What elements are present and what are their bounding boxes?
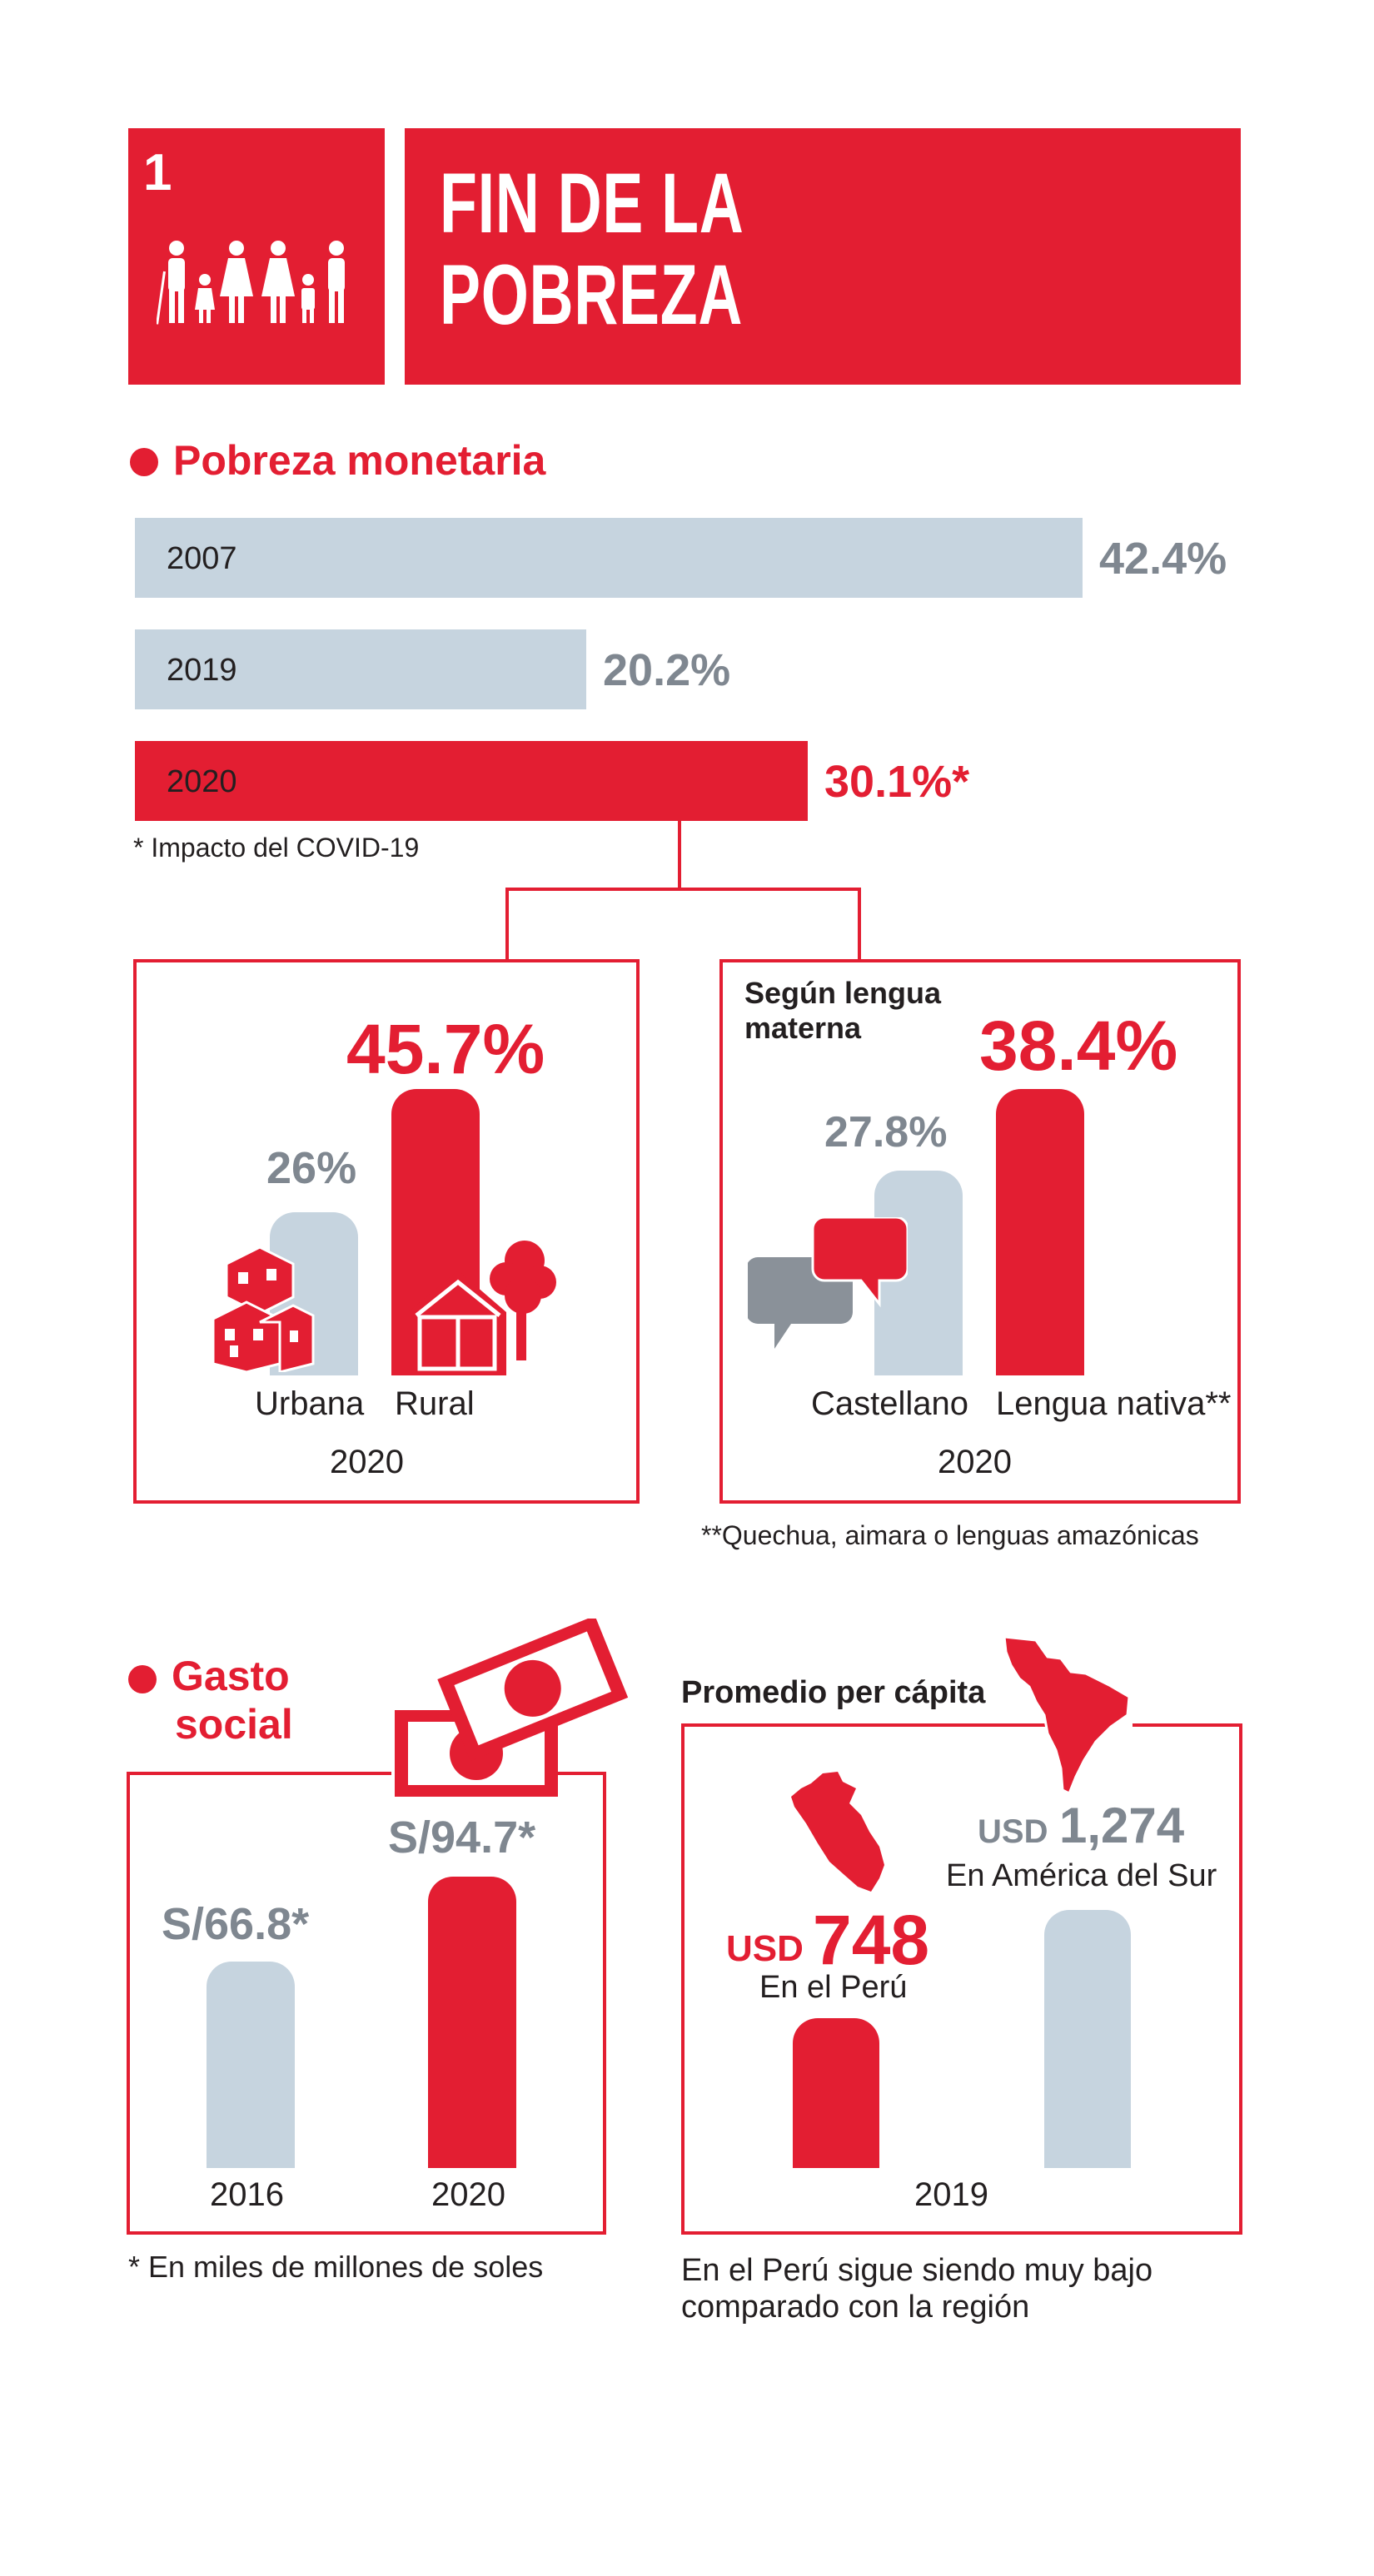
percapita-caption-line2: comparado con la región <box>681 2290 1030 2325</box>
area-year: 2020 <box>330 1444 404 1480</box>
sdg-title-line2: POBREZA <box>440 247 744 342</box>
sdg-number-tile: 1 <box>128 128 385 385</box>
gasto-2020-value: S/94.7* <box>388 1813 536 1862</box>
percapita-year: 2019 <box>914 2176 988 2213</box>
percapita-frame-bottom <box>681 2231 1242 2235</box>
gasto-footnote: * En miles de millones de soles <box>128 2250 544 2284</box>
pobreza-bar-2007 <box>135 518 1083 598</box>
percapita-caption-line1: En el Perú sigue siendo muy bajo <box>681 2253 1153 2288</box>
connector-line <box>678 821 681 891</box>
gasto-2016-value: S/66.8* <box>162 1899 310 1949</box>
percapita-frame-right <box>1239 1723 1242 2235</box>
gasto-heading-line1: Gasto <box>172 1653 290 1699</box>
pobreza-bar-value-2019: 20.2% <box>603 645 731 695</box>
sa-currency: USD <box>978 1813 1048 1850</box>
gasto-2016-bar <box>207 1962 295 2168</box>
lengua-footnote: **Quechua, aimara o lenguas amazónicas <box>701 1520 1199 1550</box>
castellano-value: 27.8% <box>824 1108 948 1156</box>
pobreza-bar-value-2020: 30.1%* <box>824 757 970 807</box>
urbana-value: 26% <box>266 1143 357 1193</box>
nativa-value: 38.4% <box>979 1007 1178 1085</box>
percapita-title: Promedio per cápita <box>681 1675 986 1710</box>
lengua-title-line2: materna <box>744 1011 862 1045</box>
speech-bubbles-icon <box>748 1217 908 1349</box>
connector-line <box>858 888 861 961</box>
gasto-bullet <box>128 1665 157 1693</box>
urbana-label: Urbana <box>255 1385 365 1422</box>
gasto-frame-top-right <box>553 1772 606 1775</box>
sdg-title-line1: FIN DE LA <box>440 156 744 251</box>
percapita-frame-left <box>681 1723 685 2235</box>
gasto-2020-bar <box>428 1877 516 2168</box>
gasto-frame-top-left <box>127 1772 391 1775</box>
nativa-bar <box>996 1089 1084 1375</box>
money-bills-icon <box>395 1619 629 1797</box>
pobreza-heading: Pobreza monetaria <box>173 437 546 484</box>
pobreza-bar-value-2007: 42.4% <box>1099 534 1227 584</box>
pobreza-bar-2019 <box>135 629 586 709</box>
peru-label: En el Perú <box>759 1970 908 2005</box>
pobreza-bar-label-2020: 2020 <box>167 764 237 799</box>
nativa-label: Lengua nativa** <box>996 1385 1232 1422</box>
peru-map-icon <box>791 1772 884 1892</box>
area-box <box>133 959 640 1504</box>
sa-label: En América del Sur <box>946 1858 1217 1893</box>
pobreza-bar-label-2019: 2019 <box>167 653 237 688</box>
sdg-title-tile: FIN DE LA POBREZA <box>405 128 1241 385</box>
lengua-title-line1: Según lengua <box>744 976 942 1010</box>
south-america-map-icon <box>1003 1635 1131 1795</box>
sa-bar <box>1044 1910 1131 2168</box>
family-icon <box>157 241 345 325</box>
pobreza-bar-2020 <box>135 741 808 821</box>
gasto-2020-label: 2020 <box>431 2176 505 2213</box>
gasto-2016-label: 2016 <box>210 2176 284 2213</box>
percapita-frame-top-right <box>1133 1723 1242 1727</box>
pobreza-bar-label-2007: 2007 <box>167 541 237 576</box>
peru-currency: USD <box>726 1928 804 1969</box>
peru-bar <box>793 2018 879 2168</box>
sdg-number: 1 <box>143 144 172 201</box>
lengua-year: 2020 <box>938 1444 1012 1480</box>
rural-value: 45.7% <box>346 1010 545 1088</box>
rural-label: Rural <box>395 1385 475 1422</box>
percapita-frame-top-left <box>681 1723 1048 1727</box>
pobreza-footnote: * Impacto del COVID-19 <box>133 833 420 863</box>
gasto-frame-right <box>603 1772 606 2235</box>
buildings-icon <box>212 1246 315 1372</box>
peru-value: 748 <box>813 1901 930 1979</box>
gasto-frame-bottom <box>127 2231 606 2235</box>
connector-line <box>505 888 861 891</box>
castellano-label: Castellano <box>811 1385 969 1422</box>
connector-line <box>505 888 509 961</box>
lengua-box <box>719 959 1241 1504</box>
house-tree-icon <box>408 1241 556 1375</box>
gasto-frame-left <box>127 1772 130 2235</box>
gasto-heading-line2: social <box>175 1701 293 1748</box>
pobreza-bullet <box>130 448 158 476</box>
sa-value: 1,274 <box>1059 1798 1185 1853</box>
